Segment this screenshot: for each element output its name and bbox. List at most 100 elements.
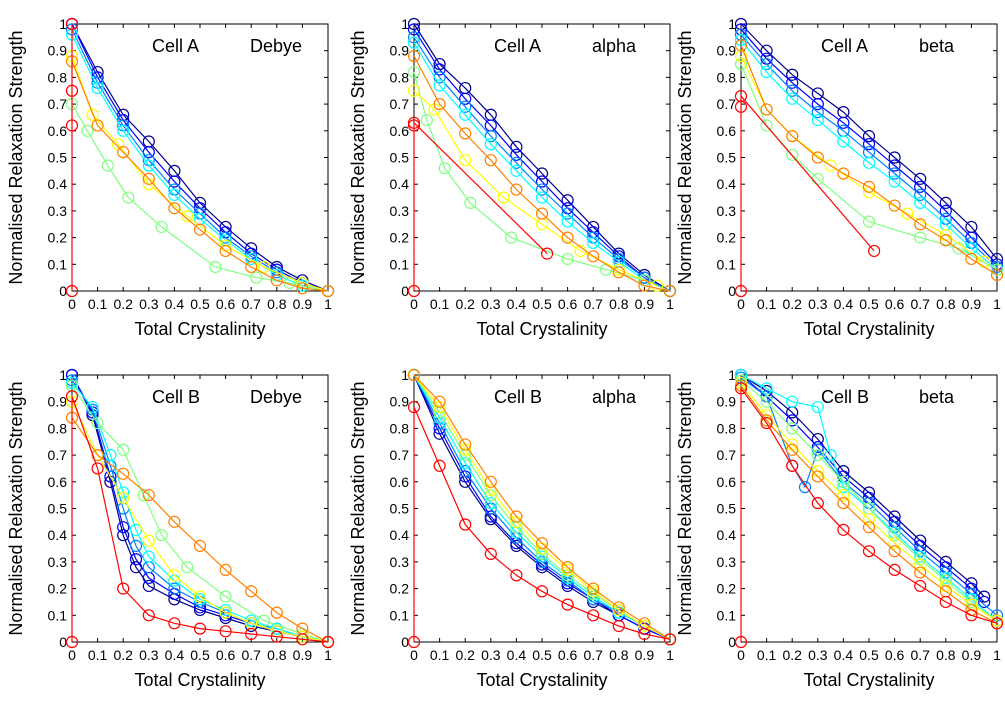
series-line [740,23,998,260]
data-point [219,603,232,617]
data-point [561,598,574,611]
y-tick-label: 0.6 [48,123,68,139]
data-point [734,635,748,649]
data-point [270,274,283,287]
data-point [407,65,421,79]
y-tick-label: 0.4 [717,176,737,192]
series-line [71,34,329,292]
data-point [433,97,446,111]
data-point [142,579,155,593]
data-point [561,215,574,228]
data-point [786,92,799,105]
series-line [413,23,671,292]
data-point [459,92,472,105]
x-axis-label: Total Crystalinity [476,670,607,690]
data-point [142,489,155,502]
data-point [862,545,876,558]
data-point [786,76,799,89]
y-axis-label: Normalised Relaxation Strength [6,381,26,635]
data-point [81,124,94,137]
data-point [786,84,799,97]
data-point [245,260,258,274]
series-line [413,406,671,642]
series-line [413,121,548,291]
data-point [168,202,181,215]
data-point [587,250,600,263]
x-tick-label: 0.9 [635,296,655,312]
data-point [193,223,207,236]
y-tick-label: 0.9 [48,43,68,59]
x-tick-label: 0.4 [834,296,854,312]
x-tick-label: 0.3 [481,296,501,312]
data-point [862,130,876,143]
data-point [862,138,876,151]
series-line [740,45,998,276]
data-point [760,119,773,132]
data-point [484,510,497,523]
x-axis-label: Total Crystalinity [803,319,934,339]
data-point [914,231,927,244]
x-tick-label: 0.3 [481,647,501,663]
x-axis-label: Total Crystalinity [803,670,934,690]
data-point [321,284,335,298]
data-point [939,571,952,585]
data-point [786,395,799,408]
y-tick-label: 0 [59,634,67,650]
series-line [740,39,998,271]
data-point [117,467,130,480]
x-tick-label: 0.9 [635,647,655,663]
data-point [101,159,114,172]
x-tick-label: 0.2 [782,647,802,663]
data-point [638,279,651,292]
panel-5: 0 0.1 0.2 0.3 0.4 0.5 0.6 0.7 0.8 0.9 1 0 0.1 0.2 0.3 0… [348,367,677,690]
data-point [407,116,421,129]
data-point [219,606,232,619]
data-point [612,266,625,279]
data-point [734,382,748,395]
cell-annotation: Cell B [494,387,542,407]
data-point [91,81,104,95]
data-point [824,159,837,172]
y-tick-label: 0.8 [48,420,68,436]
data-point [168,569,181,582]
data-point [168,188,181,201]
data-point [760,57,773,71]
data-point [484,475,497,488]
x-axis-label: Total Crystalinity [134,670,265,690]
y-tick-label: 0.5 [48,150,68,166]
x-tick-label: 0.5 [190,296,210,312]
data-point [837,135,850,148]
y-tick-label: 0.4 [717,527,737,543]
y-tick-label: 1 [728,16,736,32]
x-tick-label: 0.4 [507,647,527,663]
data-point [939,196,952,209]
data-point [760,382,773,395]
data-point [888,199,901,212]
data-point [142,159,155,172]
data-point [561,563,574,577]
data-point [541,247,554,260]
data-point [407,23,421,36]
x-tick-label: 0.2 [113,296,133,312]
data-point [65,390,79,403]
y-tick-label: 1 [59,16,67,32]
y-tick-label: 0.2 [717,230,737,246]
data-point [939,234,952,247]
data-point [612,601,625,614]
data-point [86,108,99,121]
data-point [888,151,901,164]
model-annotation: Debye [250,387,302,407]
model-annotation: beta [919,36,955,56]
data-point [888,529,901,542]
data-point [811,440,824,454]
y-tick-label: 0.2 [48,581,68,597]
data-point [250,271,263,284]
data-point [561,194,574,207]
y-tick-label: 0.6 [717,474,737,490]
data-point [888,159,901,172]
data-point [510,183,523,196]
data-point [965,252,978,266]
x-tick-label: 0.5 [859,647,879,663]
data-point [438,162,451,175]
series-line [413,90,658,287]
